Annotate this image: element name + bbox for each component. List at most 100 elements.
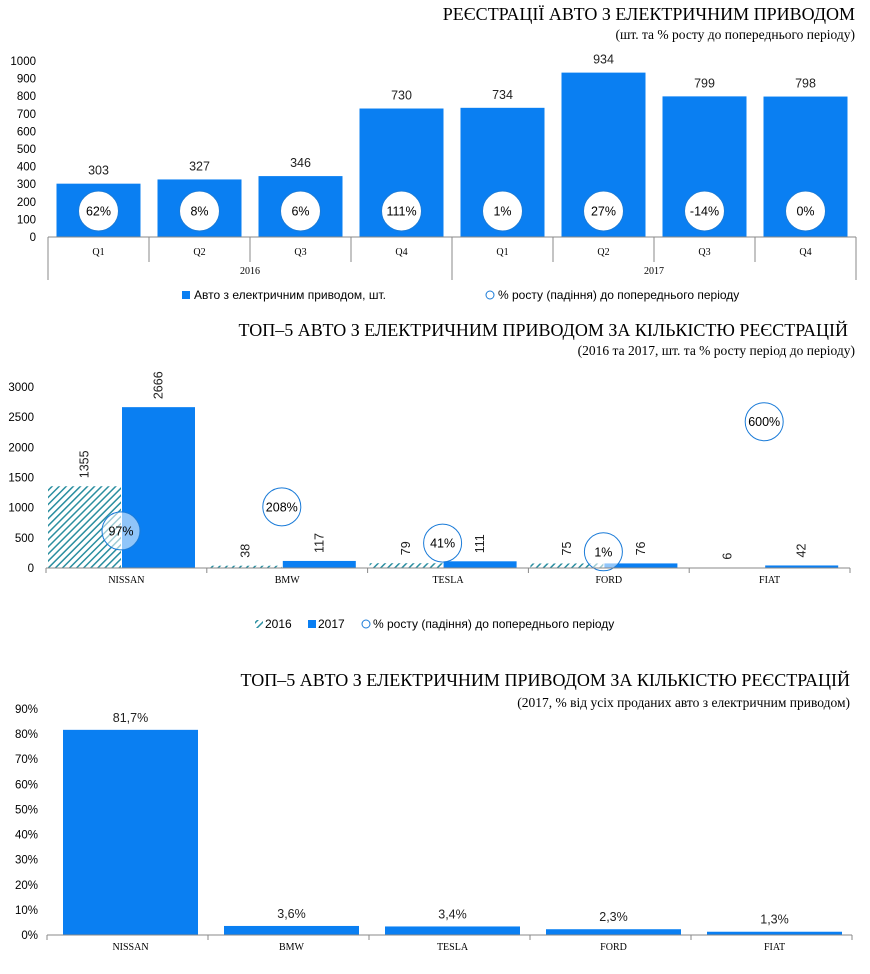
growth-circle <box>78 190 119 232</box>
growth-circle <box>280 190 321 232</box>
bar-2016 <box>208 565 282 568</box>
y-tick-label: 50% <box>15 804 38 816</box>
bar-value-label: 81,7% <box>113 711 148 725</box>
y-tick-label: 800 <box>17 91 36 103</box>
bar-share <box>546 929 681 935</box>
growth-label: 1% <box>594 545 612 559</box>
y-tick-label: 900 <box>17 74 36 86</box>
x-category-label: FIAT <box>764 942 785 953</box>
legend-2016-swatch <box>255 620 263 628</box>
y-tick-label: 400 <box>17 162 36 174</box>
x-category-label: NISSAN <box>108 575 144 586</box>
x-category-label: Q1 <box>92 247 104 258</box>
bar-2016-value-label: 38 <box>238 544 252 558</box>
chart1-legend: Авто з електричним приводом, шт. % росту… <box>182 288 739 302</box>
y-tick-label: 2000 <box>8 442 34 454</box>
growth-label: 6% <box>291 205 309 219</box>
y-tick-label: 40% <box>15 830 38 842</box>
growth-circle <box>381 190 422 232</box>
x-category-label: Q1 <box>496 247 508 258</box>
y-tick-label: 60% <box>15 779 38 791</box>
legend-bar-swatch <box>182 291 190 299</box>
y-tick-label: 30% <box>15 855 38 867</box>
growth-label: 27% <box>591 205 616 219</box>
bar-share <box>385 926 520 935</box>
y-tick-label: 500 <box>17 144 36 156</box>
growth-circle <box>101 511 141 551</box>
growth-label: 62% <box>86 205 111 219</box>
bar-value-label: 799 <box>694 76 715 90</box>
y-tick-label: 700 <box>17 109 36 121</box>
chart2-subtitle: (2016 та 2017, шт. та % росту період до … <box>578 343 855 358</box>
chart-top5-share: ТОП–5 АВТО З ЕЛЕКТРИЧНИМ ПРИВОДОМ ЗА КІЛ… <box>15 670 853 953</box>
legend-growth-circle <box>361 619 371 629</box>
growth-label: 111% <box>386 205 416 219</box>
x-category-label: NISSAN <box>112 942 148 953</box>
chart1-subtitle: (шт. та % росту до попереднього періоду) <box>615 27 855 42</box>
x-category-label: FIAT <box>759 575 780 586</box>
x-category-label: Q4 <box>395 247 407 258</box>
growth-label: 41% <box>430 537 455 551</box>
chart3-subtitle: (2017, % від усіх проданих авто з електр… <box>517 695 850 710</box>
chart-top5-registrations: ТОП–5 АВТО З ЕЛЕКТРИЧНИМ ПРИВОДОМ ЗА КІЛ… <box>8 320 855 631</box>
growth-circle <box>423 523 463 563</box>
bar-value-label: 1,3% <box>760 913 789 927</box>
y-tick-label: 20% <box>15 880 38 892</box>
growth-circle <box>482 190 523 232</box>
growth-circle <box>583 190 624 232</box>
bar-share <box>707 931 842 935</box>
x-group-label: 2016 <box>240 266 260 277</box>
bar-value-label: 346 <box>290 156 311 170</box>
growth-circle <box>179 190 220 232</box>
bar-2017 <box>282 560 356 568</box>
bar-value-label: 798 <box>795 77 816 91</box>
y-tick-label: 90% <box>15 704 38 716</box>
bar-value-label: 2,3% <box>599 910 628 924</box>
y-tick-label: 0 <box>28 563 34 575</box>
x-category-label: Q3 <box>698 247 710 258</box>
bar-value-label: 934 <box>593 53 614 67</box>
growth-circle <box>684 190 725 232</box>
y-tick-label: 300 <box>17 179 36 191</box>
growth-circle <box>583 532 623 572</box>
chart-registrations: РЕЄСТРАЦІЇ АВТО З ЕЛЕКТРИЧНИМ ПРИВОДОМ (… <box>10 4 857 302</box>
growth-label: 0% <box>796 205 814 219</box>
growth-label: 208% <box>266 500 298 514</box>
legend-2017-swatch <box>308 620 316 628</box>
y-tick-label: 2500 <box>8 412 34 424</box>
y-tick-label: 0 <box>30 232 36 244</box>
bar-2016-value-label: 75 <box>560 542 574 556</box>
growth-label: 8% <box>190 205 208 219</box>
x-category-label: Q3 <box>294 247 306 258</box>
bar-value-label: 3,6% <box>277 907 306 921</box>
chart2-legend: 2016 2017 % росту (падіння) до попереднь… <box>255 617 614 631</box>
bar-share <box>63 729 198 935</box>
y-tick-label: 600 <box>17 126 36 138</box>
legend-growth-label: % росту (падіння) до попереднього період… <box>498 288 739 302</box>
y-tick-label: 1000 <box>8 503 34 515</box>
bar-2016-value-label: 6 <box>721 553 735 560</box>
bar-2016-value-label: 79 <box>399 541 413 555</box>
x-group-label: 2017 <box>644 266 664 277</box>
bar-2016 <box>369 563 443 568</box>
x-category-label: Q4 <box>799 247 811 258</box>
bar-value-label: 303 <box>88 164 109 178</box>
bar-2017-value-label: 117 <box>312 533 326 553</box>
bar-value-label: 730 <box>391 89 412 103</box>
x-category-label: Q2 <box>193 247 205 258</box>
y-tick-label: 0% <box>21 930 38 942</box>
y-tick-label: 200 <box>17 197 36 209</box>
bar-value-label: 327 <box>189 159 210 173</box>
chart2-title: ТОП–5 АВТО З ЕЛЕКТРИЧНИМ ПРИВОДОМ ЗА КІЛ… <box>238 320 848 340</box>
x-category-label: TESLA <box>432 575 464 586</box>
bar-2017 <box>604 563 678 568</box>
x-category-label: FORD <box>595 575 622 586</box>
bar-2017-value-label: 2666 <box>152 371 166 399</box>
bar-2017-value-label: 76 <box>634 541 648 555</box>
x-category-label: BMW <box>275 575 301 586</box>
growth-circle <box>744 402 784 442</box>
legend-2016-label: 2016 <box>265 617 292 631</box>
legend-2017-label: 2017 <box>318 617 345 631</box>
y-tick-label: 70% <box>15 754 38 766</box>
x-category-label: TESLA <box>437 942 469 953</box>
